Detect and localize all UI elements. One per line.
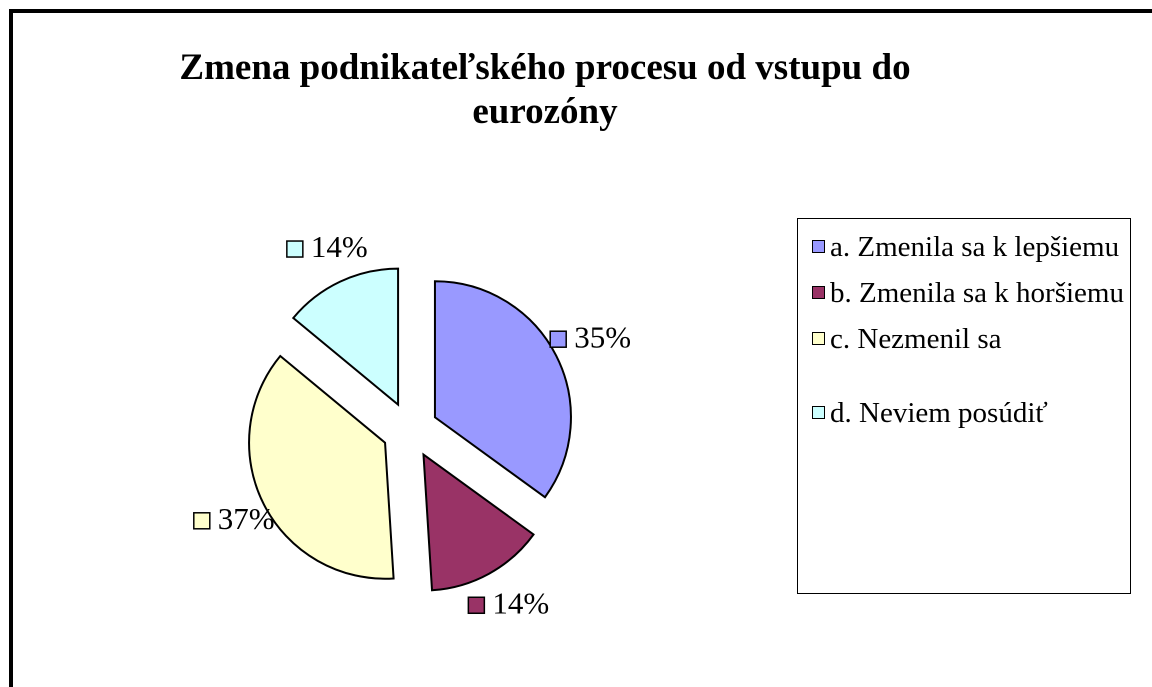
data-label: 35%	[574, 319, 631, 354]
legend-swatch	[812, 240, 825, 253]
legend-item: c. Nezmenil sa	[812, 321, 1124, 357]
label-swatch	[286, 240, 304, 258]
legend-item: d. Neviem posúdiť	[812, 395, 1124, 431]
legend: a. Zmenila sa k lepšiemu b. Zmenila sa k …	[797, 218, 1131, 594]
legend-item: b. Zmenila sa k horšiemu	[812, 275, 1124, 311]
legend-swatch	[812, 406, 825, 419]
legend-item: a. Zmenila sa k lepšiemu	[812, 229, 1124, 265]
chart-title: Zmena podnikateľského procesu od vstupu …	[179, 47, 911, 132]
label-swatch	[467, 596, 486, 615]
legend-swatch	[812, 286, 825, 299]
legend-label: c. Nezmenil sa	[830, 323, 1002, 355]
pie-slice	[422, 452, 535, 592]
legend-label: a. Zmenila sa k lepšiemu	[830, 231, 1120, 263]
data-label: 37%	[218, 501, 275, 536]
data-label: 14%	[492, 585, 549, 620]
legend-label: d. Neviem posúdiť	[830, 397, 1048, 429]
data-label: 14%	[311, 229, 368, 264]
label-swatch	[193, 512, 211, 530]
legend-label: b. Zmenila sa k horšiemu	[830, 277, 1124, 309]
frame	[9, 9, 1152, 687]
label-swatch	[549, 330, 567, 348]
legend-swatch	[812, 332, 825, 345]
pie-slice	[433, 280, 572, 499]
pie-slice	[291, 267, 400, 407]
pie-slice	[248, 354, 395, 580]
